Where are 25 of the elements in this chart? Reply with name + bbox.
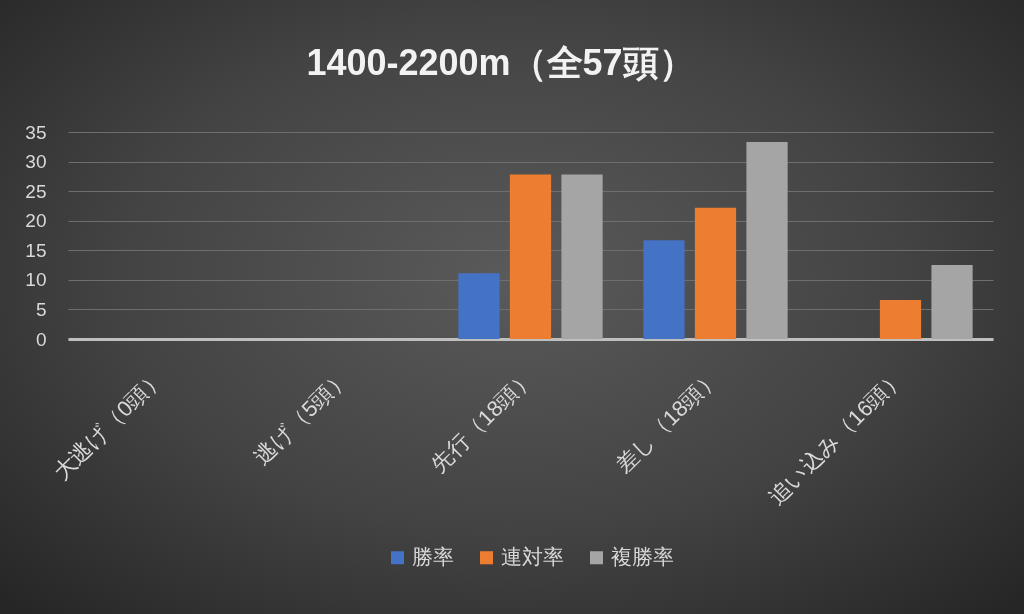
y-tick-label: 15 (25, 239, 47, 261)
chart-title: 1400-2200m（全57頭） (306, 42, 695, 83)
y-tick-label: 0 (35, 328, 47, 350)
y-tick-label: 5 (35, 298, 47, 320)
bar (561, 174, 603, 339)
x-tick-label: 追い込み（16頭） (763, 364, 909, 510)
x-tick-label: 差し（18頭） (610, 364, 724, 478)
bar (643, 240, 685, 339)
bar (931, 265, 973, 339)
x-tick-label: 先行（18頭） (426, 364, 539, 478)
legend-label: 勝率 (412, 544, 454, 568)
bar (879, 299, 922, 339)
x-tick-label: 逃げ（5頭） (249, 364, 354, 470)
y-tick-label: 25 (25, 180, 47, 202)
y-tick-label: 30 (25, 151, 47, 173)
legend-label: 連対率 (501, 544, 564, 568)
x-tick-label: 大逃げ（0頭） (48, 364, 169, 485)
bar (458, 273, 500, 339)
bar (746, 142, 788, 339)
bar (694, 207, 737, 339)
bar (509, 174, 552, 339)
legend-label: 複勝率 (611, 544, 674, 568)
y-tick-label: 10 (25, 269, 47, 291)
y-tick-label: 20 (25, 210, 47, 232)
y-tick-label: 35 (25, 121, 47, 143)
